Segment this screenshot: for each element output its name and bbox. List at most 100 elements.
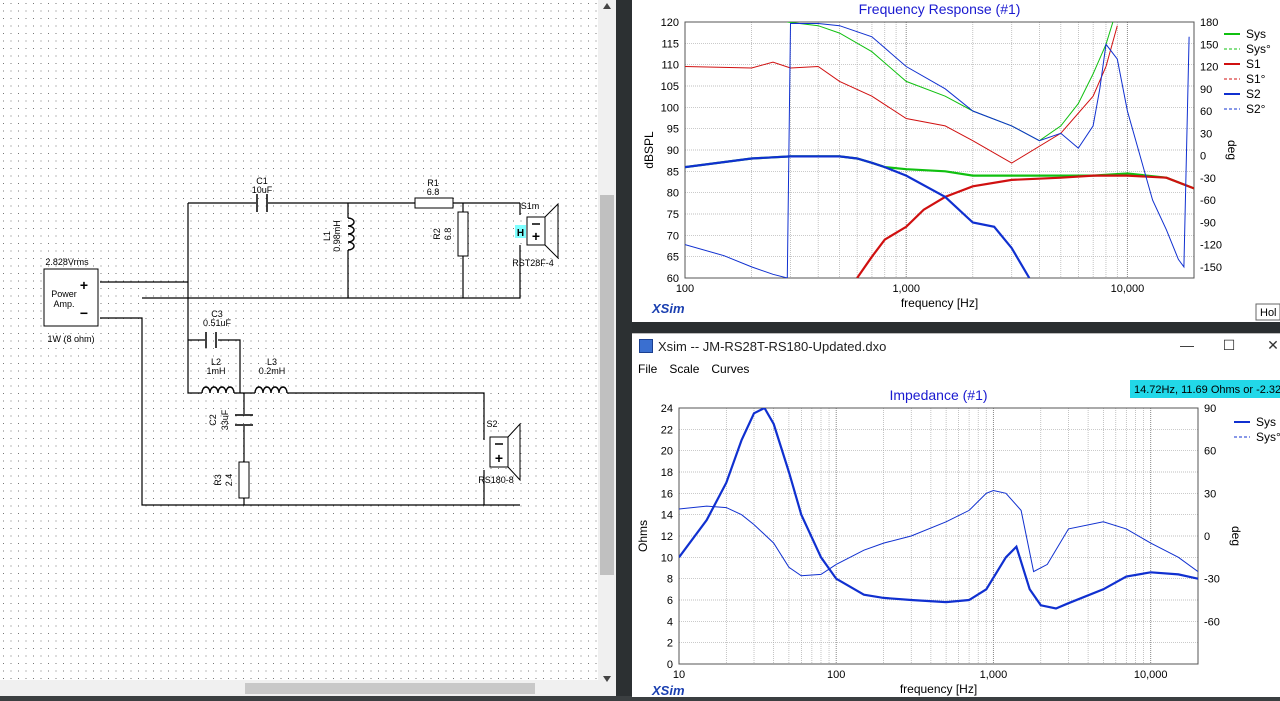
y2-tick-label: 180	[1200, 17, 1218, 29]
menu-curves[interactable]: Curves	[711, 362, 750, 376]
y-axis-label: Ohms	[636, 520, 650, 552]
capacitor-c2[interactable]: C2 33uF	[208, 409, 253, 430]
y2-tick-label: 60	[1200, 106, 1212, 118]
y2-tick-label: 0	[1200, 151, 1206, 163]
r1-name: R1	[427, 178, 439, 188]
x-tick-label: 1,000	[980, 669, 1008, 681]
source-minus: −	[80, 305, 88, 321]
y-tick-label: 4	[667, 616, 673, 628]
y-tick-label: 22	[661, 424, 673, 436]
y-tick-label: 18	[661, 467, 673, 479]
minimize-button[interactable]: —	[1180, 337, 1194, 353]
plot-frame	[684, 21, 1195, 279]
chart-title: Frequency Response (#1)	[859, 1, 1021, 17]
y2-tick-label: -90	[1200, 217, 1216, 229]
resistor-r3[interactable]: R3 2.4	[213, 461, 250, 499]
impedance-window[interactable]: Xsim -- JM-RS28T-RS180-Updated.dxo — ☐ ✕…	[632, 333, 1280, 697]
menu-scale[interactable]: Scale	[669, 362, 700, 376]
c2-name: C2	[208, 414, 218, 426]
y-tick-label: 12	[661, 531, 673, 543]
schematic-wires	[100, 202, 521, 506]
x-tick-label: 100	[827, 669, 845, 681]
speaker-s2[interactable]: + S2 RS180-8	[478, 419, 521, 485]
impedance-chart[interactable]: 14.72Hz, 11.69 Ohms or -2.32° Impedance (…	[632, 380, 1280, 697]
y2-axis-label: deg	[1225, 140, 1239, 160]
capacitor-c3[interactable]: C3 0.51uF	[203, 309, 232, 348]
capacitor-c1[interactable]: C1 10uF	[252, 176, 273, 212]
power-amp-source[interactable]: 2.828Vrms Power Amp. + − 1W (8 ohm)	[43, 257, 99, 344]
horizontal-scrollbar-thumb[interactable]	[245, 683, 535, 694]
s2-model: RS180-8	[478, 475, 514, 485]
y2-tick-label: 30	[1200, 128, 1212, 140]
imp-titlebar[interactable]: Xsim -- JM-RS28T-RS180-Updated.dxo — ☐ ✕	[632, 334, 1280, 358]
frequency-response-chart[interactable]: Frequency Response (#1) 120 115 110 105 100 95…	[632, 0, 1280, 322]
maximize-button[interactable]: ☐	[1222, 337, 1236, 353]
y-tick-label: 6	[667, 595, 673, 607]
resistor-r1[interactable]: R1 6.8	[414, 178, 454, 209]
y-tick-label: 100	[661, 102, 679, 114]
app-icon	[639, 339, 653, 353]
x-tick-label: 10,000	[1134, 669, 1168, 681]
y2-tick-label: 90	[1200, 84, 1212, 96]
y-tick-label: 120	[661, 17, 679, 29]
plot-frame	[678, 407, 1199, 665]
x-tick-label: 1,000	[892, 283, 920, 295]
y-tick-label: 24	[661, 403, 673, 415]
hold-button[interactable]	[1255, 303, 1280, 321]
y2-tick-label: 150	[1200, 39, 1218, 51]
legend-label: S2°	[1246, 102, 1266, 116]
x-axis-label: frequency [Hz]	[901, 296, 978, 310]
close-button[interactable]: ✕	[1267, 337, 1279, 353]
x-tick-label: 10	[673, 669, 685, 681]
y-tick-label: 90	[667, 145, 679, 157]
legend-label: S1°	[1246, 72, 1266, 86]
y2-tick-label: 120	[1200, 62, 1218, 74]
inductor-l2[interactable]: L2 1mH	[201, 357, 235, 394]
resistor-r2[interactable]: R2 6.8	[432, 211, 469, 257]
c3-name: C3	[211, 309, 223, 319]
frequency-response-window[interactable]: Frequency Response (#1) 120 115 110 105 100 95…	[632, 0, 1280, 322]
imp-window-title: Xsim -- JM-RS28T-RS180-Updated.dxo	[658, 339, 887, 354]
source-name-1: Power	[51, 289, 77, 299]
y-tick-label: 0	[667, 659, 673, 671]
y-tick-label: 14	[661, 510, 673, 522]
y-tick-label: 95	[667, 124, 679, 136]
y-tick-label: 20	[661, 446, 673, 458]
series-s1-phase-line	[685, 25, 1118, 164]
x-axis-label: frequency [Hz]	[900, 682, 977, 696]
y-tick-label: 75	[667, 209, 679, 221]
window-gap	[632, 322, 1280, 333]
schematic-editor[interactable]: C1 10uF R1 6.8 L1 0.98mH R2 6.8 H +	[0, 0, 616, 696]
y-tick-label: 110	[661, 60, 679, 72]
cursor-readout-box	[1130, 380, 1280, 398]
source-rating: 1W (8 ohm)	[47, 334, 94, 344]
legend-label: S1	[1246, 57, 1261, 71]
y2-tick-label: -120	[1200, 240, 1222, 252]
imp-menubar: File Scale Curves	[632, 358, 1280, 380]
series-s1-line	[856, 174, 1194, 278]
inductor-l1[interactable]: L1 0.98mH	[322, 217, 355, 252]
speaker-s1[interactable]: H + S1m RST28F-4	[512, 201, 559, 268]
menu-file[interactable]: File	[638, 362, 658, 376]
xsim-brand: XSim	[651, 683, 685, 697]
vertical-scrollbar-thumb[interactable]	[600, 195, 614, 575]
inductor-l3[interactable]: L3 0.2mH	[254, 357, 288, 394]
l1-value: 0.98mH	[332, 220, 342, 252]
l1-name: L1	[322, 231, 332, 241]
l2-name: L2	[211, 357, 221, 367]
y-tick-label: 16	[661, 488, 673, 500]
scroll-up-arrow-icon[interactable]	[603, 3, 611, 9]
schematic-canvas[interactable]: C1 10uF R1 6.8 L1 0.98mH R2 6.8 H +	[0, 0, 616, 696]
y2-tick-label: -60	[1204, 616, 1220, 628]
c2-value: 33uF	[220, 409, 230, 430]
l3-value: 0.2mH	[259, 366, 286, 376]
y2-axis-label: deg	[1229, 526, 1243, 546]
scroll-down-arrow-icon[interactable]	[603, 676, 611, 682]
xsim-brand: XSim	[651, 301, 685, 316]
y-tick-label: 70	[667, 230, 679, 242]
y2-tick-label: -150	[1200, 262, 1222, 274]
y-tick-label: 60	[667, 273, 679, 285]
chart-title: Impedance (#1)	[889, 387, 987, 403]
s1-plus: +	[532, 228, 540, 244]
y-axis-label: dBSPL	[642, 131, 656, 169]
